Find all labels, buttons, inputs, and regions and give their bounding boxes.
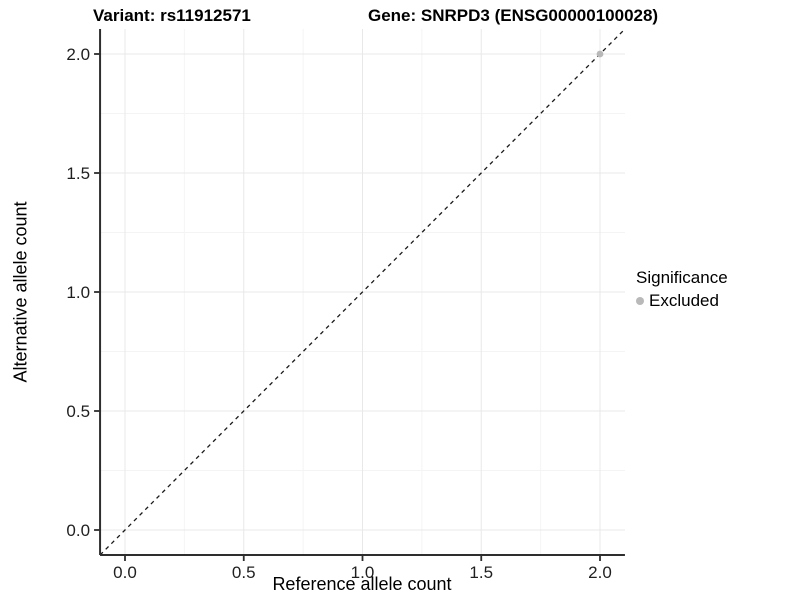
x-tick-label: 1.0 [351, 563, 375, 582]
y-tick-label: 1.5 [66, 164, 90, 183]
y-tick-label: 1.0 [66, 283, 90, 302]
x-tick-label: 0.5 [232, 563, 256, 582]
plot-title-gene: Gene: SNRPD3 (ENSG00000100028) [368, 6, 659, 25]
excluded-point-icon [636, 297, 644, 305]
x-tick-label: 1.5 [469, 563, 493, 582]
y-axis-title: Alternative allele count [10, 201, 31, 383]
data-point-excluded [596, 50, 604, 58]
x-tick-label: 2.0 [588, 563, 612, 582]
legend-item-label: Excluded [649, 291, 719, 310]
legend: Significance Excluded [636, 268, 728, 311]
plot-title-variant: Variant: rs11912571 [93, 6, 251, 25]
y-tick-label: 0.5 [66, 402, 90, 421]
identity-reference-line [99, 28, 626, 556]
y-tick-label: 2.0 [66, 45, 90, 64]
x-axis-title: Reference allele count [272, 574, 452, 594]
legend-item-excluded: Excluded [636, 291, 728, 311]
legend-title: Significance [636, 268, 728, 287]
x-tick-label: 0.0 [113, 563, 137, 582]
y-tick-label: 0.0 [66, 521, 90, 540]
